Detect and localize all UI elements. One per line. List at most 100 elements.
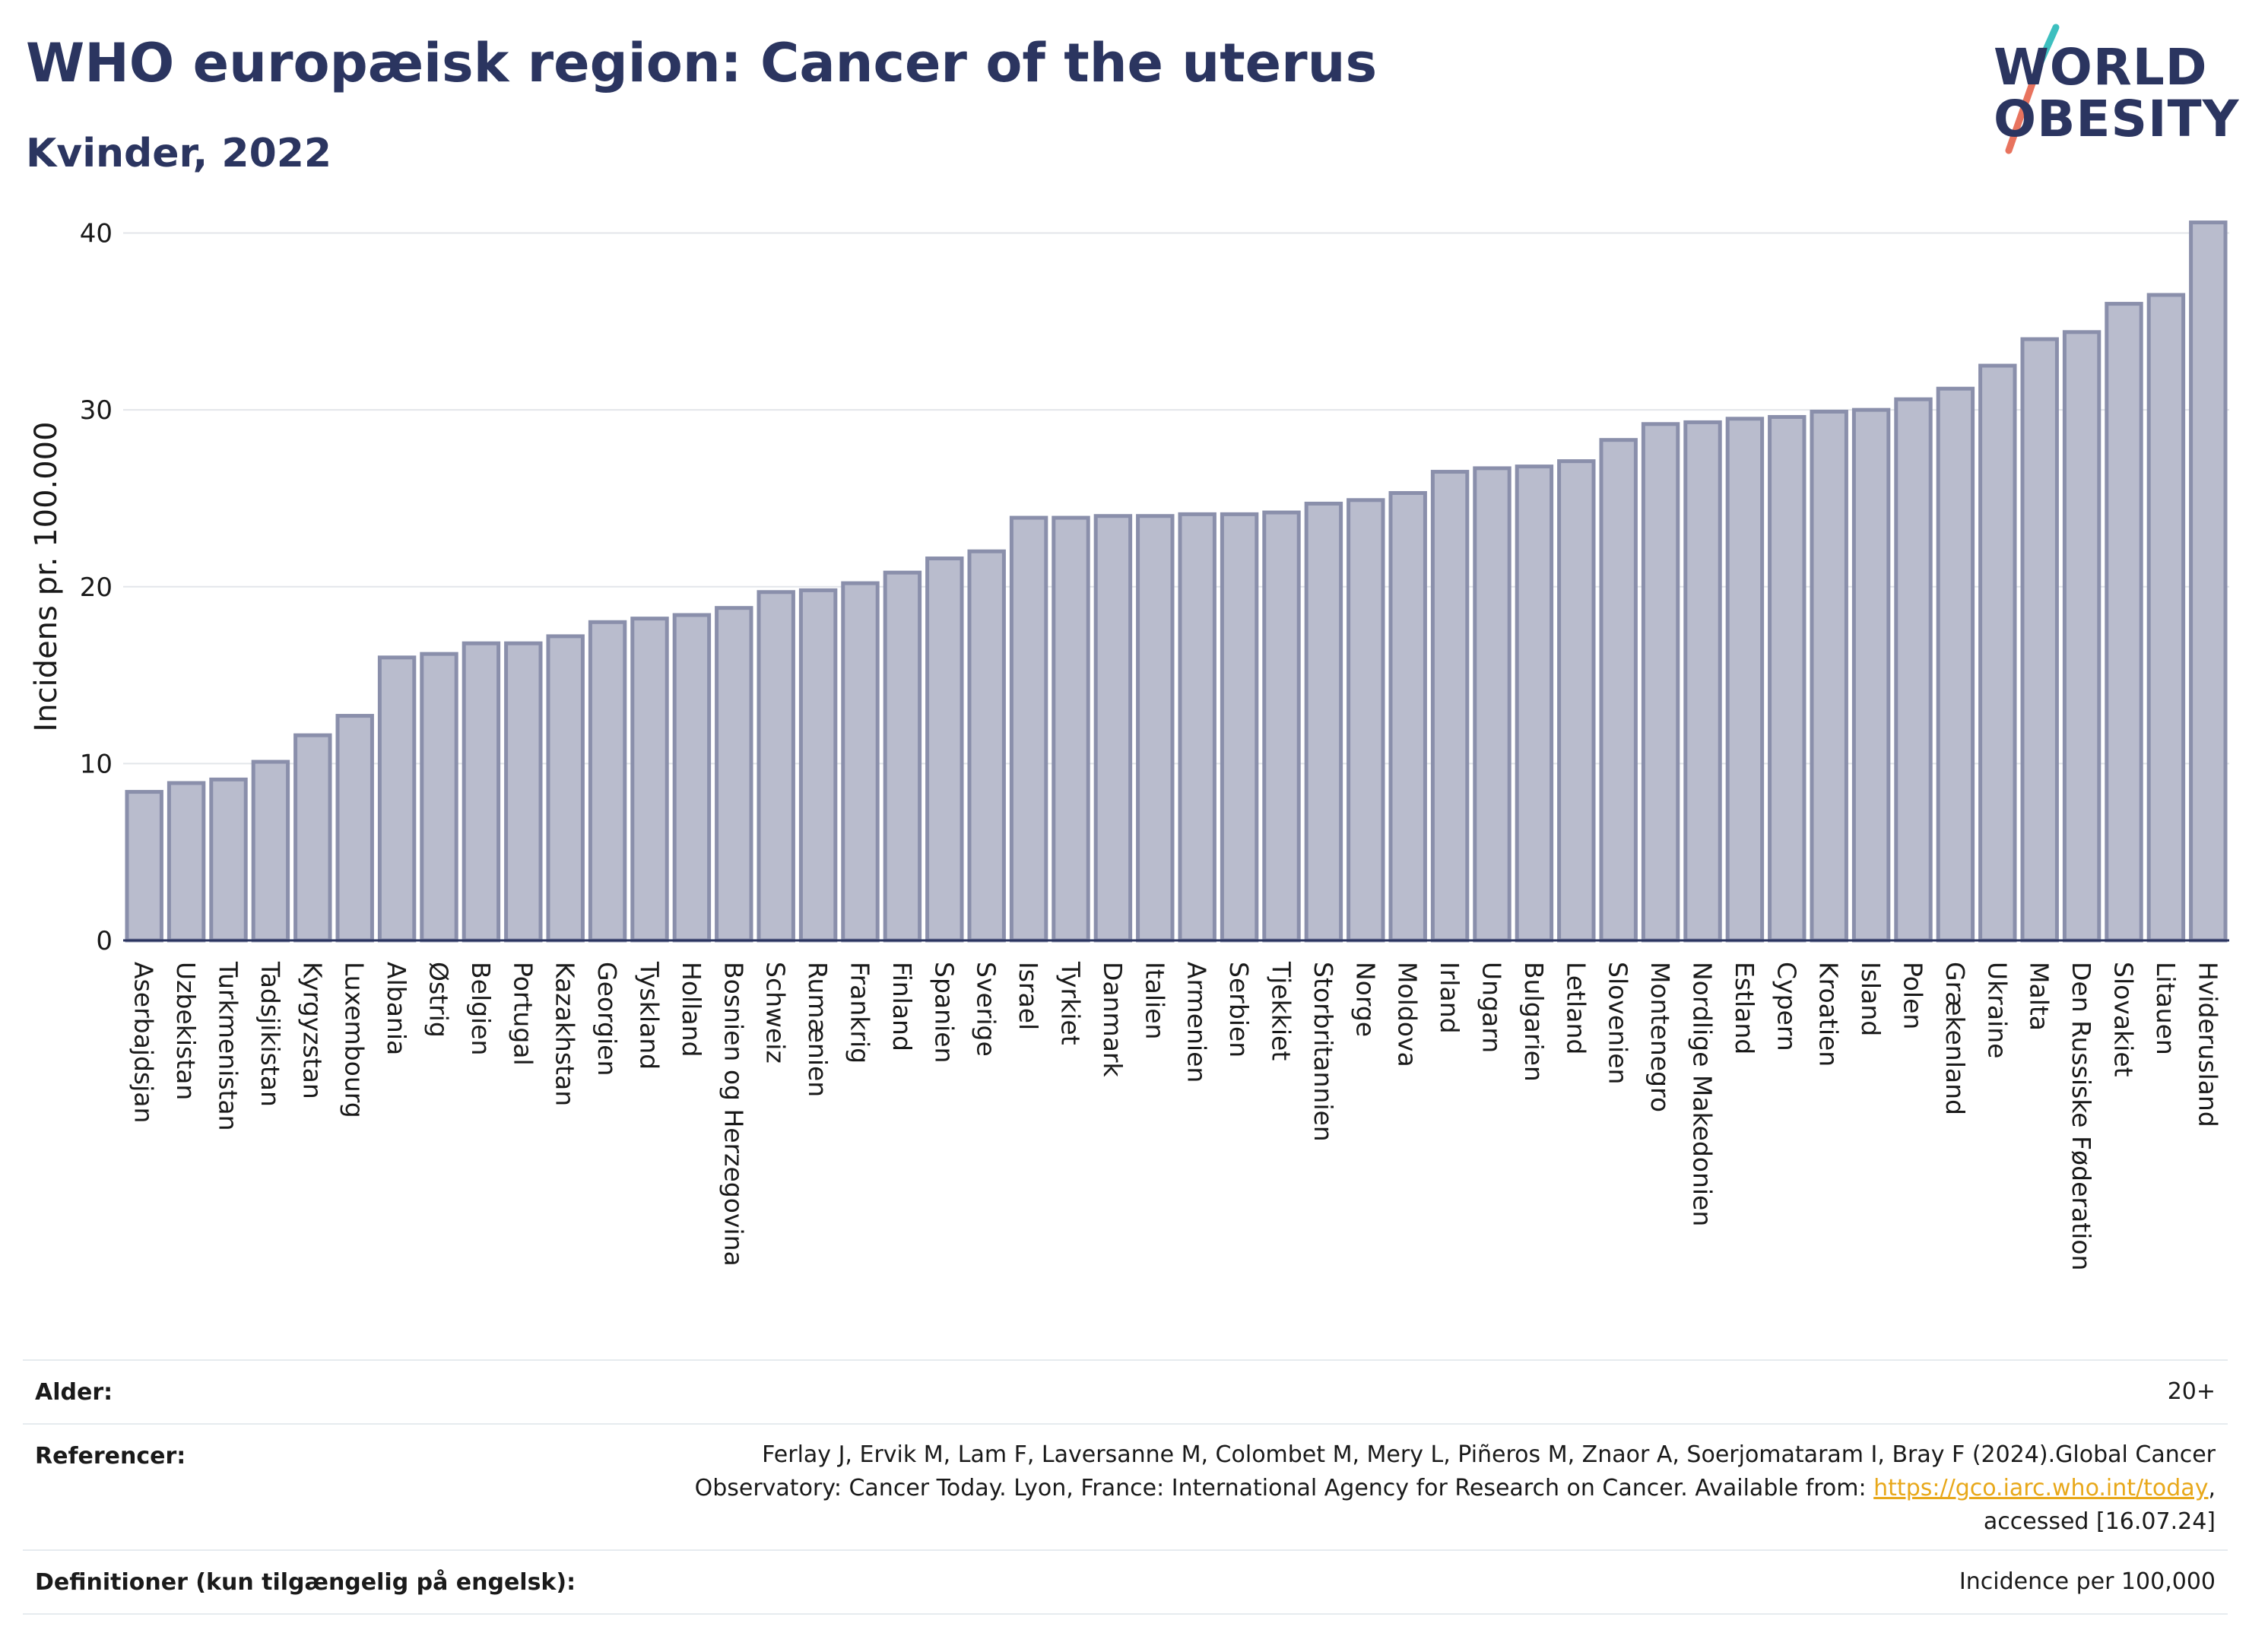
bar [1978,363,2017,943]
y-tick-label: 30 [80,395,113,426]
reference-line-3: accessed [16.07.24] [1983,1508,2216,1535]
bar [967,549,1006,943]
reference-line-2-text: Observatory: Cancer Today. Lyon, France:… [694,1475,1874,1501]
x-tick-label: Armenien [1182,962,1212,1083]
bar [1810,409,1848,943]
world-obesity-logo: WORLD OBESITY [1977,23,2238,160]
x-tick-label: Italien [1140,962,1169,1039]
info-row-references: Referencer: Ferlay J, Ervik M, Lam F, La… [23,1423,2228,1549]
x-tick-label: Turkmenistan [214,961,243,1131]
page-subtitle: Kvinder, 2022 [26,131,332,176]
bar [841,581,880,943]
bar [377,655,417,943]
x-tick-label: Estland [1730,962,1759,1054]
bar [1347,498,1385,943]
x-tick-label: Uzbekistan [171,962,201,1100]
bar [1894,397,1933,943]
x-tick-label: Malta [2025,962,2054,1031]
bar [1515,465,1554,943]
bar [1220,512,1259,943]
references-label: Referencer: [35,1443,186,1470]
bar-chart: 0 10 20 30 40 Incidens pr. 100.000 Aserbajdsja… [29,219,2229,1270]
x-tick-label: Frankrig [845,962,875,1064]
bar [1052,515,1090,943]
reference-line-2: Observatory: Cancer Today. Lyon, France:… [695,1472,2216,1505]
x-tick-label: Spanien [929,962,959,1063]
logo-line-1: WORLD [1994,38,2208,97]
x-tick-label: Georgien [592,962,622,1076]
x-tick-label: Tyskland [635,961,665,1070]
definitions-label: Definitioner (kun tilgængelig på engelsk… [35,1568,576,1596]
x-tick-label: Letland [1561,962,1591,1054]
bar [2020,337,2059,943]
x-tick-label: Storbritannien [1308,962,1338,1142]
bar [672,613,712,943]
x-tick-label: Danmark [1098,962,1128,1077]
x-tick-label: Aserbajdsjan [129,962,159,1123]
bar [251,759,290,943]
x-tick-label: Kazakhstan [550,962,580,1106]
reference-link[interactable]: https://gco.iarc.who.int/today [1873,1475,2209,1501]
info-row-age: Alder: 20+ [23,1359,2228,1423]
bar [1557,459,1596,943]
bar [1136,514,1175,943]
bar [2062,330,2101,943]
reference-line-1: Ferlay J, Ervik M, Lam F, Laversanne M, … [762,1441,2216,1468]
bar [420,652,458,943]
y-tick-label: 40 [80,219,113,249]
x-tick-label: Tadsjikistan [255,961,285,1107]
y-tick-label: 0 [96,926,113,956]
x-tick-label: Den Russiske Føderation [2067,962,2096,1270]
bar [1851,407,1891,943]
info-row-definitions: Definitioner (kun tilgængelig på engelsk… [23,1549,2228,1615]
bar [167,781,206,943]
x-tick-label: Serbien [1224,962,1254,1057]
bar [2189,220,2228,943]
x-tick-label: Ungarn [1477,962,1507,1053]
bar [925,556,964,943]
bar [883,570,922,943]
bar [2146,293,2186,943]
page-title: WHO europæisk region: Cancer of the uter… [26,32,1378,94]
bar [2105,302,2143,943]
bar [1093,514,1133,943]
x-tick-label: Cypern [1772,962,1801,1051]
bar [1641,422,1680,943]
x-tick-label: Montenegro [1645,962,1675,1112]
bar [1683,420,1722,943]
reference-line-2-comma: , [2208,1475,2216,1501]
bar [588,620,627,943]
bar [798,588,838,943]
x-tick-label: Østrig [424,962,454,1038]
logo-slash-icon [2005,24,2060,154]
x-tick-label: Albania [382,962,411,1055]
info-table: Alder: 20+ Referencer: Ferlay J, Ervik M… [23,1359,2228,1615]
bar [504,641,543,943]
bar [1473,466,1511,943]
x-tick-label: Tjekkiet [1267,961,1296,1061]
bar [1009,515,1048,943]
x-tick-label: Hviderusland [2193,962,2222,1127]
x-tick-label: Tyrkiet [1056,961,1086,1045]
x-tick-label: Schweiz [761,962,791,1064]
y-tick-label: 20 [80,572,113,603]
bar [335,714,374,943]
x-tick-label: Slovakiet [2109,962,2139,1077]
age-label: Alder: [35,1378,113,1406]
definitions-value: Incidence per 100,000 [1959,1568,2216,1595]
bar [715,606,753,943]
bar [125,790,163,943]
bar [1178,512,1216,943]
x-tick-label: Rumænien [803,962,833,1097]
x-tick-label: Belgien [466,962,496,1055]
x-tick-label: Finland [887,962,917,1051]
y-tick-label: 10 [80,749,113,779]
x-tick-label: Grækenland [1940,962,1970,1115]
y-axis-label: Incidens pr. 100.000 [29,421,64,731]
bar [462,641,501,943]
bar [1388,490,1427,943]
bar [293,733,332,943]
bar [1768,414,1806,943]
bar [630,617,669,943]
x-tick-label: Portugal [508,962,538,1066]
